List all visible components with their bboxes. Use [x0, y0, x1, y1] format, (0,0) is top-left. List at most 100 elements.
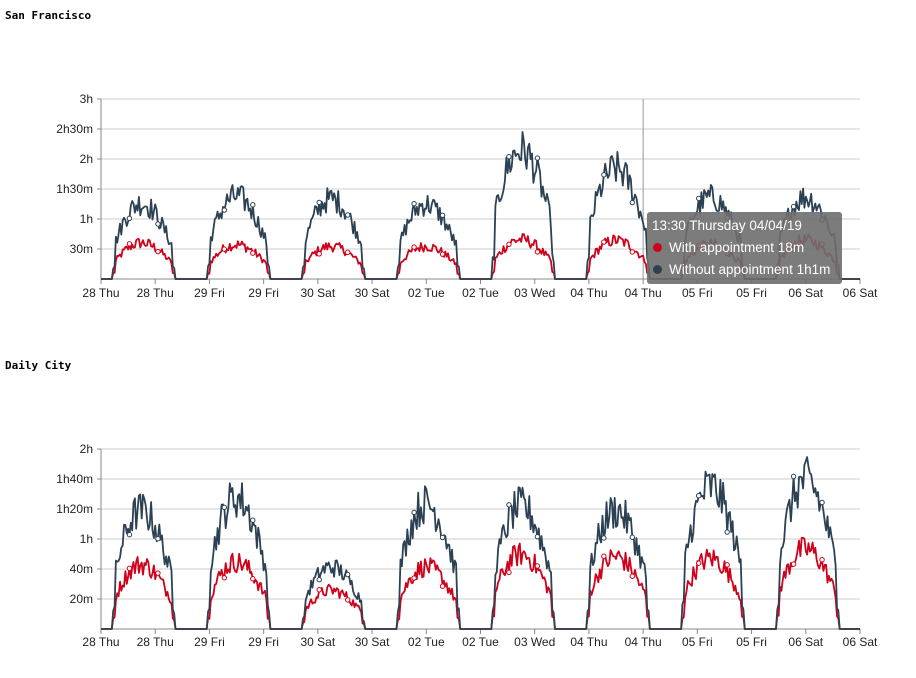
x-tick-label: 06 Sat	[843, 286, 878, 300]
series-point	[439, 212, 446, 218]
x-tick-label: 02 Tue	[408, 635, 445, 649]
series-point	[316, 577, 322, 583]
x-tick-label: 03 Wed	[514, 286, 555, 300]
x-tick-label: 04 Thu	[570, 635, 607, 649]
series-point	[439, 534, 446, 541]
tooltip-row-with: With appointment 18m	[653, 240, 804, 255]
x-tick-label: 04 Thu	[570, 286, 607, 300]
series-point	[601, 553, 607, 559]
x-tick-label: 29 Fri	[194, 286, 225, 300]
y-tick-label: 1h	[80, 212, 93, 226]
series-point	[506, 241, 512, 247]
y-tick-label: 2h	[80, 442, 93, 456]
series-point	[411, 200, 417, 207]
series-point	[506, 153, 512, 160]
series-point	[126, 241, 133, 247]
x-tick-label: 02 Tue	[408, 286, 445, 300]
chart-tooltip: 13:30 Thursday 04/04/19 With appointment…	[647, 212, 842, 284]
series-point	[221, 575, 228, 581]
series-point	[534, 155, 541, 161]
series-line-with-appointment	[101, 536, 860, 630]
series-point	[439, 583, 446, 589]
x-tick-label: 28 Thu	[137, 286, 174, 300]
y-tick-label: 1h30m	[56, 182, 93, 196]
series-point	[221, 246, 228, 252]
tooltip-row-without: Without appointment 1h1m	[653, 262, 830, 277]
x-tick-label: 02 Tue	[462, 635, 499, 649]
series-point	[601, 239, 607, 245]
series-point	[790, 561, 797, 567]
x-tick-label: 28 Thu	[137, 635, 174, 649]
series-point	[411, 575, 417, 581]
chart-title-san-francisco: San Francisco	[5, 9, 92, 22]
x-tick-label: 04 Thu	[625, 286, 662, 300]
series-point	[506, 502, 512, 508]
series-point	[629, 199, 635, 206]
series-point	[344, 597, 351, 603]
x-tick-label: 30 Sat	[355, 635, 390, 649]
series-point	[155, 570, 161, 576]
x-tick-label: 05 Fri	[736, 635, 767, 649]
series-point	[506, 569, 512, 576]
x-tick-label: 02 Tue	[462, 286, 499, 300]
series-point	[724, 562, 730, 568]
series-point	[344, 571, 351, 578]
series-point	[534, 563, 541, 569]
x-tick-label: 05 Fri	[736, 286, 767, 300]
series-point	[221, 207, 228, 213]
series-point	[601, 535, 607, 541]
x-tick-label: 28 Thu	[82, 286, 119, 300]
x-tick-label: 06 Sat	[788, 286, 823, 300]
tooltip-row-with-label: With appointment 18m	[669, 240, 805, 255]
y-tick-label: 1h	[80, 532, 93, 546]
series-point	[724, 529, 730, 535]
series-point	[696, 195, 702, 202]
series-line-without-appointment	[101, 456, 860, 630]
series-point	[250, 250, 256, 256]
legend-dot-red-icon	[653, 242, 662, 252]
series-point	[250, 202, 256, 208]
x-tick-label: 30 Sat	[301, 635, 336, 649]
series-point	[344, 249, 351, 256]
series-point	[221, 504, 228, 511]
y-tick-label: 3h	[80, 92, 93, 106]
x-tick-label: 05 Fri	[682, 635, 713, 649]
x-tick-label: 28 Thu	[82, 635, 119, 649]
x-tick-label: 06 Sat	[788, 635, 823, 649]
series-point	[155, 248, 161, 255]
tooltip-row-without-label: Without appointment 1h1m	[669, 262, 831, 277]
series-point	[344, 212, 351, 218]
x-tick-label: 30 Sat	[355, 286, 390, 300]
x-tick-label: 29 Fri	[248, 286, 279, 300]
series-point	[126, 215, 133, 222]
legend-dot-navy-icon	[653, 264, 662, 274]
series-point	[629, 573, 635, 579]
x-tick-label: 29 Fri	[248, 635, 279, 649]
series-point	[250, 517, 256, 523]
series-point	[790, 203, 797, 210]
series-point	[819, 557, 825, 563]
y-tick-label: 30m	[70, 242, 93, 256]
series-point	[629, 534, 635, 540]
series-point	[411, 509, 417, 516]
x-tick-label: 04 Thu	[625, 635, 662, 649]
series-point	[790, 473, 797, 480]
series-point	[411, 244, 417, 250]
x-tick-label: 30 Sat	[301, 286, 336, 300]
series-point	[155, 536, 161, 542]
series-point	[696, 560, 702, 566]
series-point	[534, 249, 541, 255]
y-tick-label: 40m	[70, 562, 93, 576]
chart-title-daily-city: Daily City	[5, 359, 72, 372]
tooltip-title: 13:30 Thursday 04/04/19	[652, 218, 802, 233]
series-point	[696, 493, 702, 499]
series-point	[126, 532, 133, 538]
series-point	[155, 221, 161, 227]
series-point	[534, 533, 541, 540]
y-tick-label: 2h30m	[56, 122, 93, 136]
x-tick-label: 29 Fri	[194, 635, 225, 649]
series-point	[819, 499, 825, 506]
y-tick-label: 1h20m	[56, 502, 93, 516]
series-point	[316, 199, 322, 206]
